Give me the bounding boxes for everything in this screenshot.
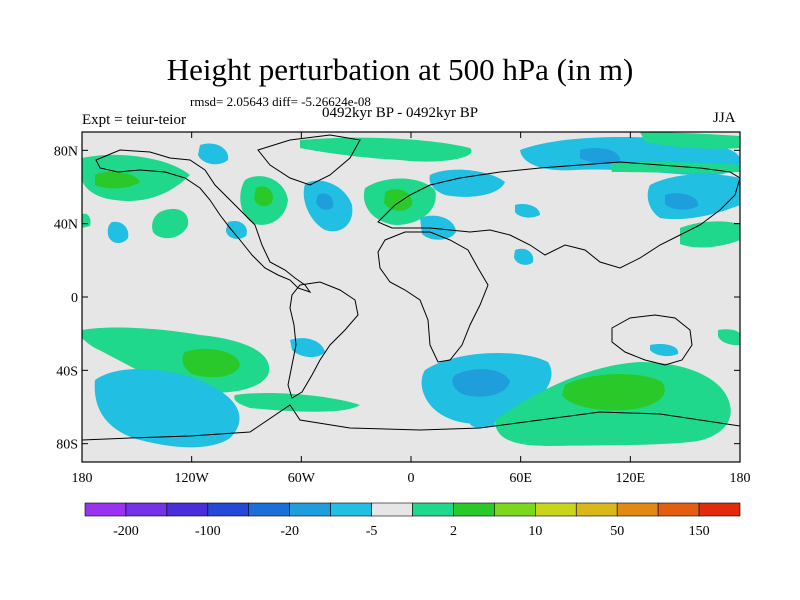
colorbar: -200 -100 -20 -5 2 10 50 150 — [84, 502, 741, 539]
anomaly-region — [107, 221, 129, 244]
colorbar-swatch — [207, 502, 250, 517]
colorbar-label: 50 — [610, 524, 624, 539]
colorbar-label: -200 — [113, 524, 139, 539]
colorbar-swatch — [657, 502, 700, 517]
anomaly-region — [429, 169, 505, 197]
lon-tick-label: 120E — [616, 471, 646, 486]
coastline-africa — [377, 231, 489, 363]
anomaly-region — [515, 204, 540, 218]
colorbar-swatch — [453, 502, 495, 517]
colorbar-swatch — [575, 502, 618, 517]
colorbar-swatch — [535, 502, 577, 517]
coastline-greenland — [257, 134, 361, 186]
anomaly-region — [665, 193, 699, 210]
anomaly-region — [610, 161, 740, 173]
anomaly-region — [718, 329, 740, 346]
lon-tick-label: 180 — [730, 471, 751, 486]
latitude-axis: 80N 40N 0 40S 80S — [54, 144, 740, 453]
colorbar-swatch — [412, 502, 454, 517]
colorbar-swatch — [125, 502, 168, 517]
colorbar-label: 150 — [689, 524, 710, 539]
anomaly-region — [198, 143, 229, 165]
lon-tick-label: 0 — [408, 471, 415, 486]
map-title: Height perturbation at 500 hPa (in m) — [166, 52, 634, 87]
anomaly-region — [650, 344, 679, 357]
lat-tick-label: 80N — [54, 144, 78, 159]
colorbar-swatch — [371, 502, 413, 517]
lon-tick-label: 60E — [509, 471, 532, 486]
anomaly-region — [470, 417, 495, 428]
colorbar-swatch — [698, 502, 741, 517]
anomaly-region — [384, 189, 413, 211]
anomaly-shading — [82, 132, 740, 448]
anomaly-region — [254, 186, 273, 207]
anomaly-region — [316, 193, 334, 210]
coastline-north-america — [95, 149, 312, 293]
colorbar-swatch — [289, 502, 331, 517]
anomaly-region — [290, 338, 325, 358]
coastline-antarctica — [82, 404, 740, 441]
anomaly-region — [152, 208, 189, 239]
colorbar-swatch — [84, 502, 127, 517]
anomaly-region — [514, 248, 534, 265]
lat-tick-label: 40S — [56, 364, 78, 379]
colorbar-swatch — [166, 502, 209, 517]
longitude-axis: 180 120W 60W 0 60E 120E 180 — [72, 132, 751, 486]
anomaly-region — [94, 369, 240, 448]
anomaly-region — [234, 393, 360, 412]
anomaly-region — [226, 220, 247, 239]
anomaly-region — [562, 374, 665, 411]
anomaly-region — [420, 215, 456, 240]
anomaly-region — [580, 148, 620, 164]
coastline-south-america — [287, 281, 359, 399]
colorbar-label: 10 — [528, 524, 542, 539]
lon-tick-label: 180 — [72, 471, 93, 486]
lon-tick-label: 60W — [288, 471, 316, 486]
anomaly-region — [640, 132, 740, 149]
anomaly-region — [452, 369, 510, 397]
coastline-australia — [611, 314, 693, 366]
lon-tick-label: 120W — [175, 471, 210, 486]
colorbar-swatch — [616, 502, 659, 517]
colorbar-label: -100 — [195, 524, 221, 539]
coastlines — [82, 134, 740, 441]
anomaly-region — [95, 171, 140, 189]
colorbar-label: -5 — [366, 524, 378, 539]
anomaly-region — [300, 137, 472, 162]
colorbar-label: 2 — [450, 524, 457, 539]
colorbar-label: -20 — [280, 524, 299, 539]
lat-tick-label: 0 — [71, 291, 78, 306]
anomaly-region — [182, 348, 240, 378]
colorbar-swatch — [494, 502, 536, 517]
experiment-label: Expt = teiur-teior — [82, 112, 186, 128]
stats-text: rmsd= 2.05643 diff= -5.26624e-08 — [190, 94, 371, 109]
lat-tick-label: 40N — [54, 218, 78, 233]
lat-tick-label: 80S — [56, 438, 78, 453]
anomaly-region — [647, 174, 740, 220]
coastline-eurasia — [377, 161, 740, 269]
period-text: 0492kyr BP - 0492kyr BP — [322, 105, 479, 121]
colorbar-swatch — [330, 502, 372, 517]
colorbar-swatch — [248, 502, 290, 517]
anomaly-region — [82, 213, 91, 228]
season-label: JJA — [713, 110, 736, 126]
